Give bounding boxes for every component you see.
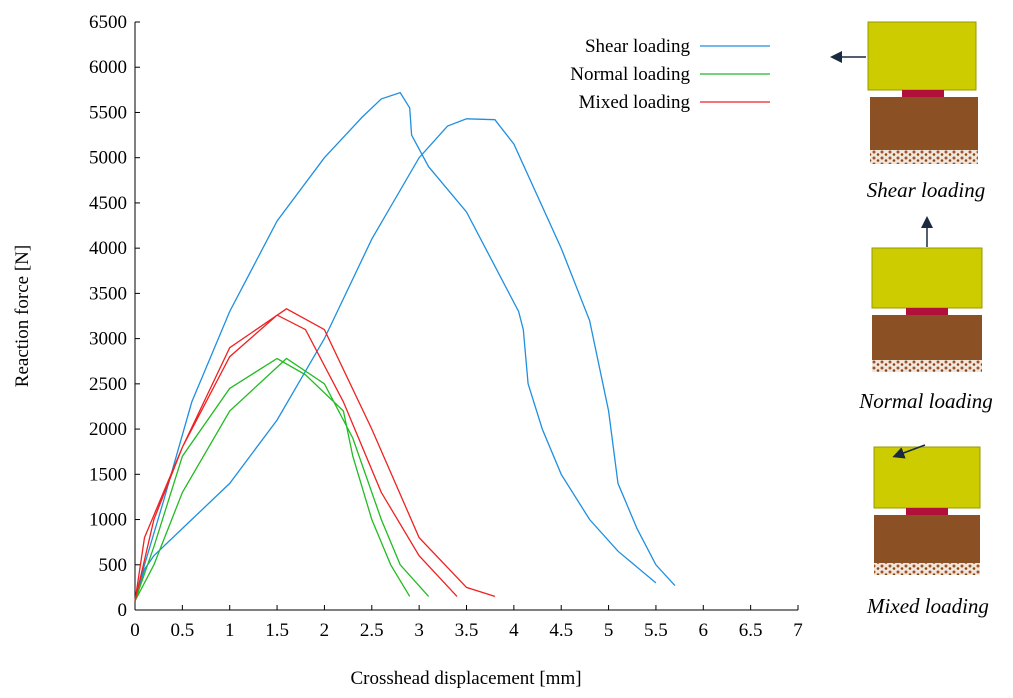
x-tick-label: 3.5 (455, 620, 479, 641)
caption: Mixed loading (866, 594, 989, 618)
legend-label: Shear loading (585, 36, 691, 57)
caption: Shear loading (867, 178, 985, 202)
y-axis-label: Reaction force [N] (12, 245, 33, 387)
plot-area (134, 22, 798, 611)
x-tick-label: 3 (414, 620, 424, 641)
x-tick-label: 0.5 (170, 620, 194, 641)
y-tick-label: 2500 (89, 374, 127, 395)
y-tick-label: 5000 (89, 148, 127, 169)
legend-label: Mixed loading (579, 92, 691, 113)
series-line (134, 357, 430, 602)
x-tick-label: 5.5 (644, 620, 668, 641)
y-tick-label: 0 (118, 600, 128, 621)
x-tick-label: 2.5 (360, 620, 384, 641)
y-tick-label: 1500 (89, 464, 127, 485)
y-tick-label: 4500 (89, 193, 127, 214)
x-tick-label: 4 (509, 620, 519, 641)
y-tick-label: 5500 (89, 102, 127, 123)
x-tick-label: 6.5 (739, 620, 763, 641)
x-tick-label: 0 (130, 620, 140, 641)
legend-label: Normal loading (570, 64, 690, 85)
x-tick-label: 2 (320, 620, 330, 641)
y-tick-label: 2000 (89, 419, 127, 440)
y-tick-label: 3000 (89, 329, 127, 350)
series-line (134, 91, 676, 602)
x-tick-label: 5 (604, 620, 614, 641)
mixed-illustration (873, 444, 981, 575)
shear-illustration (830, 21, 978, 164)
x-tick-label: 6 (699, 620, 709, 641)
y-tick-label: 4000 (89, 238, 127, 259)
x-axis-label: Crosshead displacement [mm] (350, 668, 581, 689)
y-tick-label: 6000 (89, 57, 127, 78)
x-tick-label: 4.5 (549, 620, 573, 641)
normal-illustration (871, 216, 983, 372)
series-line (134, 308, 496, 602)
x-tick-label: 1 (225, 620, 235, 641)
x-tick-label: 7 (793, 620, 803, 641)
y-tick-label: 6500 (89, 12, 127, 33)
y-tick-label: 3500 (89, 283, 127, 304)
caption: Normal loading (858, 389, 993, 413)
x-tick-label: 1.5 (265, 620, 289, 641)
y-tick-label: 500 (99, 555, 128, 576)
y-tick-label: 1000 (89, 510, 127, 531)
